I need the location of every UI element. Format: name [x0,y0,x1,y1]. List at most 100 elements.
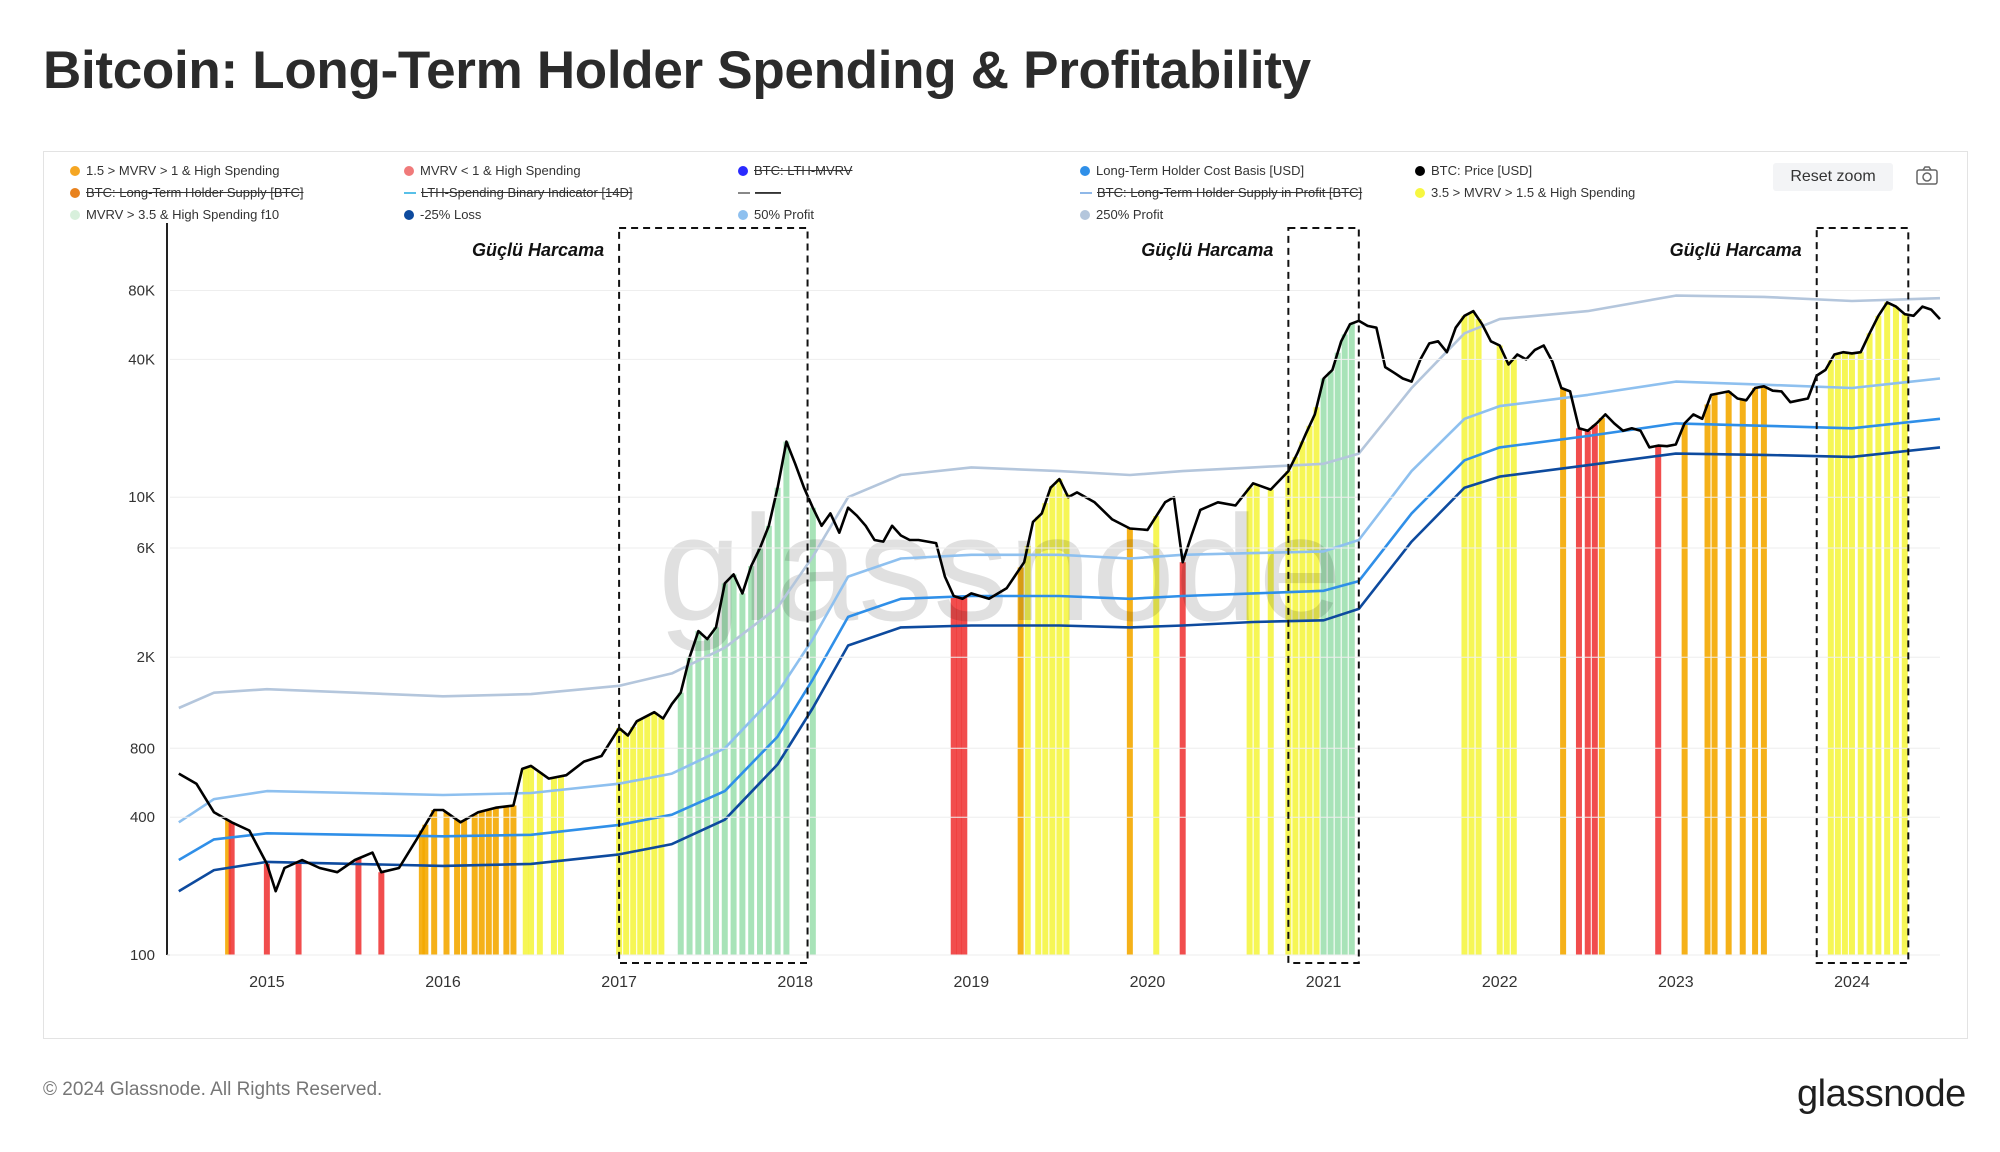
reset-zoom-button[interactable]: Reset zoom [1773,163,1893,191]
spending-bar [1042,503,1049,955]
series-line [178,294,1941,710]
copyright-text: © 2024 Glassnode. All Rights Reserved. [43,1079,383,1100]
spending-bar [1598,418,1605,955]
strong-spending-box [618,227,809,964]
legend-item[interactable]: MVRV > 3.5 & High Spending f10 [70,207,279,222]
legend-item[interactable]: BTC: LTH-MVRV [738,163,852,178]
spending-bar [1327,371,1334,956]
spending-bar [1884,302,1891,955]
chart-legend: 1.5 > MVRV > 1 & High Spending MVRV < 1 &… [70,163,1650,233]
spending-bar [721,583,728,955]
spending-bar [1681,423,1688,955]
spending-bar [1035,516,1042,955]
legend-item[interactable]: 50% Profit [738,207,814,222]
spending-bar [522,767,529,955]
camera-icon[interactable] [1916,166,1938,186]
spending-bar [961,597,968,955]
legend-label: BTC: LTH-MVRV [754,163,853,178]
x-tick-label: 2019 [954,974,990,991]
spending-bar [783,441,790,955]
spending-bar [528,765,535,955]
spending-bar [677,692,684,955]
legend-item[interactable]: BTC: Price [USD] [1415,163,1532,178]
legend-item[interactable]: —— [738,185,781,200]
spending-bar [1503,360,1510,955]
spending-bar [616,728,623,955]
spending-bar [1875,315,1882,955]
annotation-label: Güçlü Harcama [472,240,604,260]
spending-bar [1575,428,1582,955]
y-tick-label: 800 [130,740,155,757]
legend-label: MVRV > 3.5 & High Spending f10 [86,207,280,222]
legend-item[interactable]: MVRV < 1 & High Spending [404,163,581,178]
spending-bar [557,776,564,955]
strong-spending-box [1815,227,1910,964]
spending-bar [1320,378,1327,955]
spending-bar [623,734,630,955]
spending-bar [1591,424,1598,955]
spending-bar [1752,387,1759,955]
spending-bar [630,726,637,955]
spending-bar [422,824,429,955]
spending-bar [1725,391,1732,955]
legend-item[interactable]: 250% Profit [1080,207,1163,222]
spending-bar [225,820,232,955]
spending-bar [644,715,651,955]
spending-bar [1056,479,1063,955]
y-tick-label: 400 [130,809,155,826]
spending-bar [1253,484,1260,955]
legend-label: BTC: Price [USD] [1431,163,1533,178]
spending-bar [1655,445,1662,955]
y-tick-label: 2K [137,649,155,666]
spending-bar [1024,546,1031,955]
legend-item[interactable]: Long-Term Holder Cost Basis [USD] [1080,163,1304,178]
spending-bar [712,627,719,955]
y-tick-label: 6K [137,540,155,557]
spending-bar [1560,388,1567,956]
spending-bar [550,777,557,955]
legend-marker [1415,187,1425,198]
spending-bar [1468,312,1475,955]
x-tick-label: 2018 [777,974,813,991]
spending-bar [1834,353,1841,955]
series-line [178,417,1941,862]
spending-bar [1496,345,1503,955]
x-tick-label: 2015 [249,974,285,991]
axes: 100 400 800 2K 6K 10K 40K 80K 2015 2016 2017 2018 20… [128,223,1940,991]
strong-spending-box [1287,227,1360,964]
spending-bar [510,805,517,955]
legend-item[interactable]: 1.5 > MVRV > 1 & High Spending [70,163,279,178]
spending-bar [355,858,362,955]
spending-bar [503,806,510,955]
legend-item[interactable]: -25% Loss [404,207,481,222]
spending-bar [485,809,492,955]
spending-bar [295,861,302,955]
legend-marker [738,191,750,194]
series-line [178,301,1941,893]
spending-bar [492,807,499,955]
spending-bar [1341,334,1348,955]
legend-item[interactable]: 3.5 > MVRV > 1.5 & High Spending [1415,185,1635,200]
spending-bar [461,820,468,955]
legend-item[interactable]: BTC: Long-Term Holder Supply [BTC] [70,185,303,200]
legend-label: MVRV < 1 & High Spending [420,163,581,178]
spending-bar [431,810,438,955]
legend-marker [1080,209,1090,220]
legend-item[interactable]: LTH-Spending Binary Indicator [14D] [404,185,632,200]
legend-label: 250% Profit [1096,207,1164,222]
spending-bar [1049,485,1056,955]
spending-bar [651,712,658,955]
series-lines [178,294,1941,893]
spending-bar [956,597,963,955]
spending-bar [748,566,755,955]
y-tick-label: 80K [128,282,155,299]
legend-marker [404,209,414,220]
legend-item[interactable]: BTC: Long-Term Holder Supply in Profit [… [1080,185,1362,200]
legend-marker [1080,165,1090,176]
spending-bar [637,719,644,955]
spending-bar [809,507,816,955]
brand-logo: glassnode [1797,1073,1966,1115]
spending-bar [1126,528,1133,955]
spending-bar [1348,323,1355,955]
